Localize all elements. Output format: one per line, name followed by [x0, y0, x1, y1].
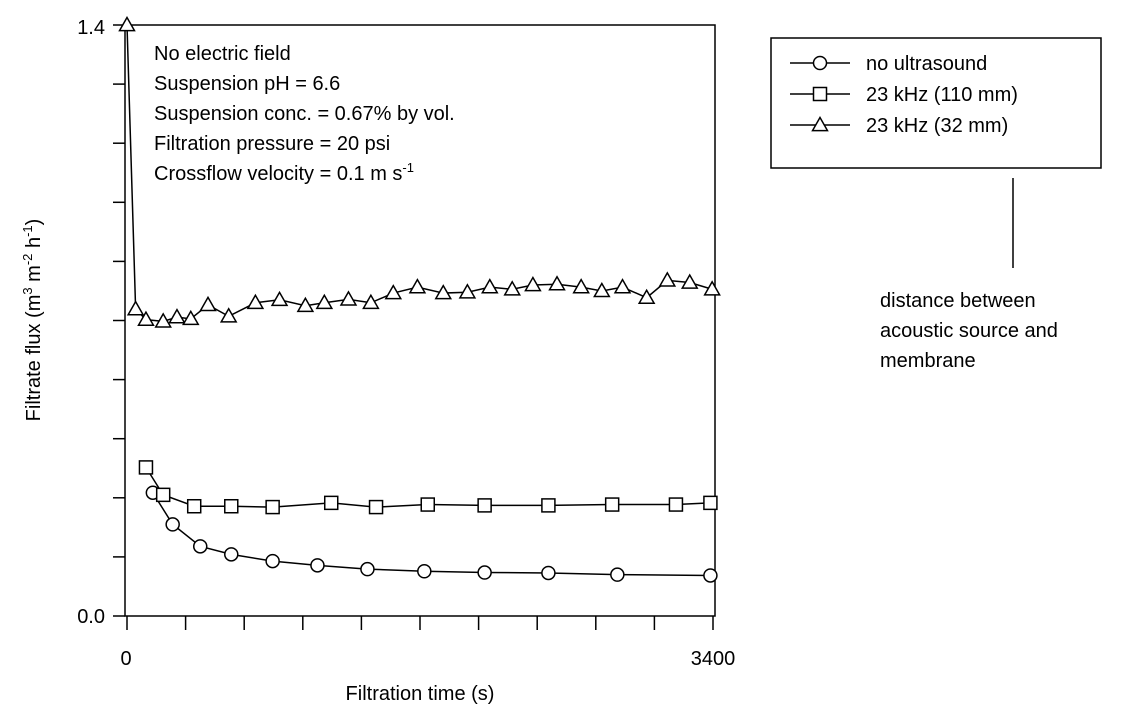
- x-axis-title: Filtration time (s): [346, 683, 495, 705]
- annotation-concentration: Suspension conc. = 0.67% by vol.: [154, 103, 455, 125]
- data-point-triangle: [680, 273, 699, 289]
- annotation-electric-field: No electric field: [154, 43, 291, 65]
- data-point-triangle: [408, 278, 427, 294]
- data-point-circle: [265, 553, 280, 569]
- data-point-triangle: [182, 309, 200, 326]
- data-point-square: [323, 495, 339, 511]
- legend-marker-triangle: [811, 116, 829, 132]
- data-point-triangle: [613, 278, 632, 294]
- data-point-triangle: [572, 278, 590, 294]
- data-point-circle: [310, 558, 325, 573]
- data-point-triangle: [219, 307, 238, 323]
- series-layer: [118, 16, 721, 583]
- y-axis-ticks: [113, 24, 125, 617]
- data-point-triangle: [296, 296, 315, 313]
- data-point-triangle: [384, 284, 403, 300]
- x-tick-label-max: 3400: [691, 648, 736, 670]
- data-point-triangle: [434, 284, 453, 300]
- data-point-triangle: [154, 312, 172, 328]
- y-tick-label-min: 0.0: [77, 606, 105, 628]
- legend-symbols: [790, 55, 850, 132]
- x-axis-ticks: [126, 616, 714, 630]
- data-point-triangle: [524, 276, 542, 292]
- data-point-square: [420, 497, 436, 512]
- data-point-triangle: [362, 293, 380, 310]
- data-point-circle: [193, 539, 208, 554]
- legend-marker-square: [812, 86, 828, 102]
- data-point-triangle: [168, 308, 186, 324]
- y-axis-title-part-d: ): [23, 219, 45, 226]
- data-point-square: [186, 498, 202, 514]
- data-point-triangle: [703, 280, 721, 296]
- data-point-square: [265, 499, 280, 515]
- y-axis-title-part-b: m: [23, 265, 45, 287]
- legend-marker-circle: [812, 55, 828, 71]
- data-point-square: [703, 495, 718, 511]
- data-point-triangle: [481, 278, 499, 294]
- data-point-triangle: [137, 310, 155, 327]
- annotation-crossflow-text: Crossflow velocity = 0.1 m s: [154, 163, 402, 185]
- data-point-triangle: [270, 290, 289, 307]
- data-point-triangle: [199, 295, 217, 312]
- data-point-triangle: [315, 293, 334, 310]
- data-point-circle: [703, 568, 718, 583]
- data-point-square: [541, 498, 556, 513]
- data-point-triangle: [118, 16, 136, 32]
- data-point-square: [604, 497, 620, 512]
- data-point-triangle: [246, 293, 265, 310]
- y-tick-label-max: 1.4: [77, 17, 105, 39]
- series-square: [138, 460, 718, 515]
- data-point-triangle: [548, 275, 566, 291]
- data-point-circle: [360, 561, 375, 577]
- data-point-square: [477, 498, 492, 513]
- data-point-square: [368, 499, 384, 515]
- data-point-circle: [477, 565, 492, 580]
- y-axis-title-part-a: Filtrate flux (m: [23, 295, 45, 422]
- data-point-circle: [165, 517, 180, 532]
- data-point-circle: [610, 567, 625, 582]
- data-point-circle: [541, 565, 556, 581]
- y-axis-title: Filtrate flux (m3 m-2 h-1): [20, 219, 45, 422]
- legend-label-110mm: 23 kHz (110 mm): [866, 84, 1018, 106]
- data-point-triangle: [503, 280, 521, 296]
- data-point-square: [155, 487, 171, 503]
- data-point-triangle: [637, 288, 656, 305]
- data-point-square: [224, 498, 239, 514]
- data-point-triangle: [339, 290, 358, 306]
- legend-note-line-3: membrane: [880, 350, 976, 372]
- data-point-triangle: [126, 300, 145, 316]
- data-point-circle: [224, 547, 239, 562]
- legend-label-32mm: 23 kHz (32 mm): [866, 115, 1008, 137]
- annotation-pressure: Filtration pressure = 20 psi: [154, 133, 390, 155]
- legend-note-line-2: acoustic source and: [880, 320, 1058, 342]
- y-axis-title-part-c: h: [23, 237, 45, 254]
- y-axis-title-sup-1: 3: [20, 287, 35, 294]
- data-point-square: [668, 497, 684, 512]
- data-point-circle: [417, 564, 432, 579]
- legend-label-no-ultrasound: no ultrasound: [866, 53, 987, 75]
- data-point-triangle: [658, 271, 677, 287]
- legend-note-line-1: distance between: [880, 290, 1036, 312]
- data-point-triangle: [458, 283, 477, 299]
- annotation-crossflow-sup: -1: [402, 160, 414, 175]
- data-point-triangle: [593, 281, 611, 298]
- x-tick-label-min: 0: [120, 648, 131, 670]
- annotation-ph: Suspension pH = 6.6: [154, 73, 340, 95]
- annotation-crossflow: Crossflow velocity = 0.1 m s-1: [154, 160, 414, 185]
- y-axis-title-sup-2: -2: [20, 254, 35, 266]
- y-axis-title-sup-3: -1: [20, 225, 35, 237]
- series-triangle: [118, 16, 721, 328]
- data-point-square: [138, 460, 154, 475]
